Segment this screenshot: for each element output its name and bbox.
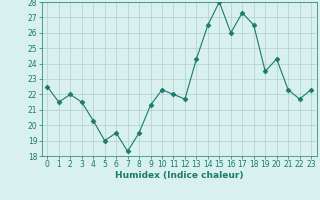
X-axis label: Humidex (Indice chaleur): Humidex (Indice chaleur) xyxy=(115,171,244,180)
